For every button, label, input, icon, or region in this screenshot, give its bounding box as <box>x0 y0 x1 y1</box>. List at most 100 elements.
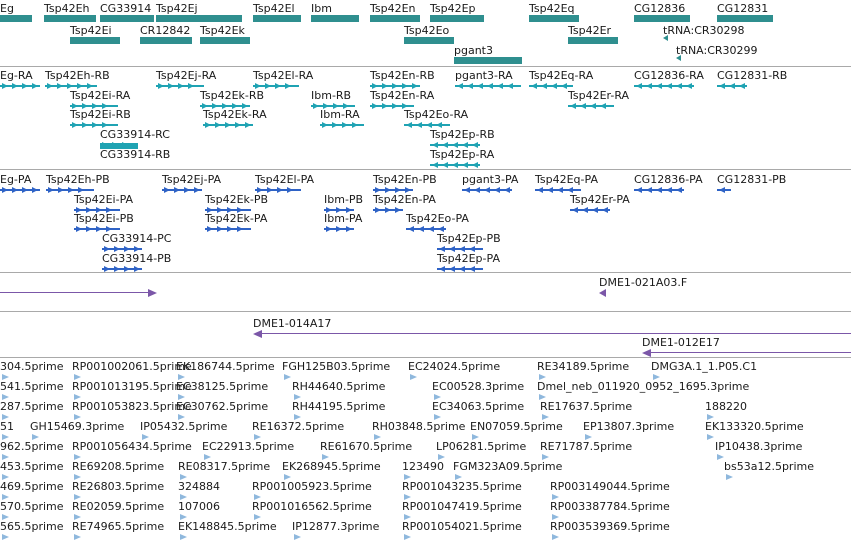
protein-glyph[interactable] <box>535 187 581 193</box>
est-label[interactable]: 565.5prime <box>0 520 64 533</box>
est-marker[interactable] <box>2 534 9 540</box>
transcript-label[interactable]: CG33914-RB <box>100 148 171 161</box>
transcript-label[interactable]: Tsp42Eo-RA <box>404 108 469 121</box>
est-label[interactable]: 324884 <box>178 480 220 493</box>
est-label[interactable]: 541.5prime <box>0 380 64 393</box>
protein-glyph[interactable] <box>570 207 610 213</box>
est-marker[interactable] <box>178 374 185 380</box>
est-marker[interactable] <box>178 414 185 420</box>
est-marker[interactable] <box>294 414 301 420</box>
protein-label[interactable]: Tsp42En-PB <box>373 173 437 186</box>
gene-label[interactable]: pgant3 <box>454 44 493 57</box>
protein-label[interactable]: Tsp42Ej-PA <box>162 173 222 186</box>
clone-line[interactable] <box>256 333 851 334</box>
gene-bar[interactable] <box>529 15 579 22</box>
protein-label[interactable]: Ibm-PA <box>324 212 363 225</box>
clone-label[interactable]: DME1-021A03.F <box>599 276 688 289</box>
clone-arrow[interactable] <box>148 289 157 297</box>
est-marker[interactable] <box>74 454 81 460</box>
protein-label[interactable]: Tsp42En-PA <box>373 193 436 206</box>
transcript-label[interactable]: Tsp42Ep-RB <box>430 128 495 141</box>
est-marker[interactable] <box>2 454 9 460</box>
protein-label[interactable]: Eg-PA <box>0 173 32 186</box>
est-label[interactable]: RP001053823.5prime <box>72 400 192 413</box>
est-label[interactable]: RP001043235.5prime <box>402 480 522 493</box>
protein-label[interactable]: Tsp42Ek-PB <box>205 193 269 206</box>
gene-label[interactable]: CG12836 <box>634 2 686 15</box>
protein-label[interactable]: Tsp42Eq-PA <box>535 173 598 186</box>
protein-label[interactable]: Tsp42Er-PA <box>570 193 630 206</box>
est-label[interactable]: 962.5prime <box>0 440 64 453</box>
gene-label[interactable]: Ibm <box>311 2 332 15</box>
protein-label[interactable]: Tsp42Ei-PB <box>74 212 134 225</box>
est-marker[interactable] <box>707 414 714 420</box>
protein-glyph[interactable] <box>406 226 446 232</box>
est-label[interactable]: EP13807.3prime <box>583 420 675 433</box>
gene-arrow[interactable] <box>663 35 668 41</box>
protein-glyph[interactable] <box>324 226 354 232</box>
protein-label[interactable]: Ibm-PB <box>324 193 364 206</box>
est-marker[interactable] <box>74 374 81 380</box>
protein-glyph[interactable] <box>205 226 251 232</box>
est-label[interactable]: EC38125.5prime <box>176 380 269 393</box>
clone-label[interactable]: DME1-012E17 <box>642 336 720 349</box>
protein-label[interactable]: pgant3-PA <box>462 173 519 186</box>
est-marker[interactable] <box>434 394 441 400</box>
est-label[interactable]: RE74965.5prime <box>72 520 165 533</box>
est-label[interactable]: bs53a12.5prime <box>724 460 814 473</box>
gene-bar[interactable] <box>311 15 359 22</box>
est-label[interactable]: RE61670.5prime <box>320 440 413 453</box>
est-label[interactable]: EK186744.5prime <box>176 360 275 373</box>
est-label[interactable]: IP10438.3prime <box>715 440 803 453</box>
gene-label[interactable]: Tsp42Ek <box>200 24 245 37</box>
est-marker[interactable] <box>254 494 261 500</box>
est-marker[interactable] <box>2 514 9 520</box>
est-label[interactable]: EC22913.5prime <box>202 440 295 453</box>
transcript-glyph[interactable] <box>370 83 420 89</box>
gene-bar[interactable] <box>156 15 242 22</box>
est-marker[interactable] <box>542 454 549 460</box>
transcript-glyph[interactable] <box>568 103 614 109</box>
est-marker[interactable] <box>180 534 187 540</box>
est-marker[interactable] <box>472 434 479 440</box>
est-marker[interactable] <box>707 434 714 440</box>
transcript-glyph[interactable] <box>203 122 253 128</box>
est-label[interactable]: RP001002061.5prime <box>72 360 192 373</box>
est-marker[interactable] <box>653 374 660 380</box>
gene-bar[interactable] <box>370 15 420 22</box>
transcript-glyph[interactable] <box>156 83 204 89</box>
est-marker[interactable] <box>294 394 301 400</box>
est-label[interactable]: Dmel_neb_011920_0952_1695.3prime <box>537 380 750 393</box>
est-label[interactable]: 107006 <box>178 500 220 513</box>
gene-label[interactable]: Tsp42Ep <box>430 2 476 15</box>
est-marker[interactable] <box>404 474 411 480</box>
transcript-label[interactable]: Tsp42Er-RA <box>568 89 630 102</box>
est-label[interactable]: RP003149044.5prime <box>550 480 670 493</box>
transcript-label[interactable]: Tsp42Ek-RA <box>203 108 267 121</box>
est-label[interactable]: RH44195.5prime <box>292 400 386 413</box>
est-label[interactable]: RE17637.5prime <box>540 400 633 413</box>
est-marker[interactable] <box>410 374 417 380</box>
transcript-label[interactable]: Tsp42Ei-RA <box>70 89 131 102</box>
est-marker[interactable] <box>322 454 329 460</box>
gene-bar[interactable] <box>44 15 96 22</box>
transcript-label[interactable]: Tsp42El-RA <box>253 69 314 82</box>
est-marker[interactable] <box>284 474 291 480</box>
transcript-label[interactable]: Tsp42Ej-RA <box>156 69 217 82</box>
est-marker[interactable] <box>2 434 9 440</box>
est-label[interactable]: RP001054021.5prime <box>402 520 522 533</box>
transcript-label[interactable]: CG12831-RB <box>717 69 788 82</box>
gene-bar[interactable] <box>140 37 192 44</box>
est-label[interactable]: GH15469.3prime <box>30 420 125 433</box>
gene-bar[interactable] <box>70 37 120 44</box>
est-label[interactable]: 453.5prime <box>0 460 64 473</box>
protein-glyph[interactable] <box>373 207 403 213</box>
transcript-label[interactable]: pgant3-RA <box>455 69 513 82</box>
protein-glyph[interactable] <box>46 187 94 193</box>
protein-label[interactable]: Tsp42Ep-PB <box>437 232 501 245</box>
est-label[interactable]: RP003387784.5prime <box>550 500 670 513</box>
protein-glyph[interactable] <box>0 187 40 193</box>
clone-arrow[interactable] <box>253 330 262 338</box>
est-label[interactable]: EK268945.5prime <box>282 460 381 473</box>
est-marker[interactable] <box>142 434 149 440</box>
